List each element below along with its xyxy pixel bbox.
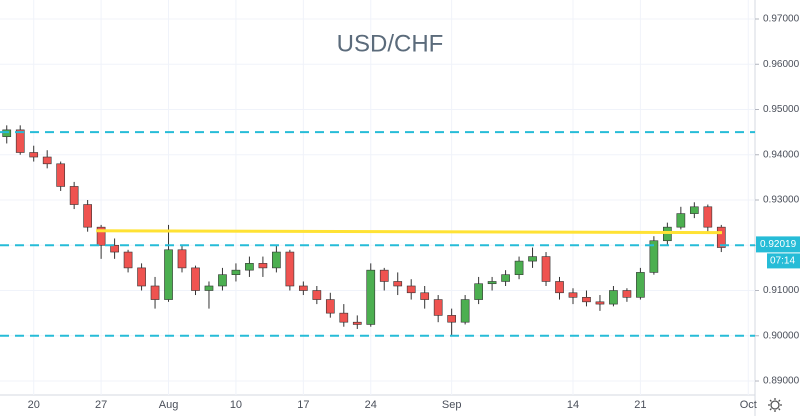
candle-body <box>514 260 524 275</box>
candle-body <box>541 256 551 282</box>
candle-body <box>15 129 25 153</box>
candle-body <box>29 152 39 158</box>
candle-body <box>110 244 119 253</box>
candle-body <box>474 283 483 300</box>
y-tick-label: 0.93000 <box>763 195 800 206</box>
x-tick-label: 24 <box>365 399 377 411</box>
candle-body <box>231 269 241 275</box>
candle-body <box>528 256 537 262</box>
candle-body <box>218 274 227 287</box>
candle-body <box>83 204 92 228</box>
candle-body <box>191 267 200 291</box>
last-price-label: 0.92019 <box>760 239 797 250</box>
x-tick-label: 27 <box>95 399 107 411</box>
candle-body <box>150 285 160 300</box>
candle-body <box>716 226 726 248</box>
candle-body <box>622 290 632 298</box>
candle-body <box>325 299 335 314</box>
candle-body <box>352 321 362 325</box>
trendline <box>96 229 723 235</box>
candle-body <box>123 251 133 269</box>
candle-body <box>501 274 510 282</box>
candle-body <box>649 240 659 273</box>
candle-body <box>96 226 106 246</box>
candle-body <box>433 299 443 316</box>
candle-body <box>609 290 618 305</box>
candle-body <box>245 263 254 271</box>
candle-body <box>69 186 79 205</box>
candle-body <box>42 156 52 165</box>
countdown-label: 07:14 <box>770 256 795 267</box>
x-tick-label: 10 <box>230 399 242 411</box>
candle-body <box>636 272 645 298</box>
candle-body <box>420 292 430 300</box>
candle-body <box>56 163 66 187</box>
candle-body <box>555 281 564 294</box>
candle-body <box>137 267 146 287</box>
y-tick-label: 0.96000 <box>763 59 800 70</box>
x-tick-label: 17 <box>297 399 309 411</box>
candle-body <box>312 290 322 300</box>
overlays <box>0 131 755 337</box>
candle-body <box>2 129 12 137</box>
candle-body <box>703 206 713 228</box>
candle-body <box>272 251 281 269</box>
y-tick-label: 0.97000 <box>763 14 800 25</box>
y-tick-label: 0.89000 <box>763 376 800 387</box>
candle-body <box>285 251 295 287</box>
y-tick-label: 0.95000 <box>763 104 800 115</box>
last-price-box <box>756 236 800 253</box>
candle-body <box>487 281 497 285</box>
candle-body <box>164 249 173 300</box>
candle-body <box>568 292 578 298</box>
chart-title: USD/CHF <box>337 30 444 57</box>
x-tick-label: Oct <box>740 399 757 411</box>
candle-body <box>447 315 456 323</box>
y-tick-label: 0.94000 <box>763 149 800 160</box>
candle-body <box>177 249 187 269</box>
candle-body <box>595 301 605 305</box>
candles <box>2 125 726 336</box>
candle-body <box>460 299 470 323</box>
candle-body <box>339 312 349 323</box>
candle-body <box>582 297 591 303</box>
candle-body <box>258 263 268 269</box>
candle-body <box>676 213 686 228</box>
x-tick-label: Aug <box>159 399 179 411</box>
candle-body <box>204 285 214 291</box>
candle-body <box>393 281 403 287</box>
x-tick-label: 21 <box>634 399 646 411</box>
y-tick-label: 0.91000 <box>763 285 800 296</box>
candle-body <box>406 285 416 294</box>
candle-body <box>689 206 699 214</box>
candle-body <box>366 269 376 325</box>
candle-body <box>299 285 308 291</box>
y-tick-label: 0.90000 <box>763 330 800 341</box>
countdown-box <box>767 253 800 269</box>
candle-body <box>663 226 672 242</box>
settings-icon[interactable] <box>768 398 782 412</box>
candle-body <box>379 269 389 282</box>
x-tick-label: 20 <box>28 399 40 411</box>
x-tick-label: 14 <box>567 399 579 411</box>
x-tick-label: Sep <box>442 399 462 411</box>
